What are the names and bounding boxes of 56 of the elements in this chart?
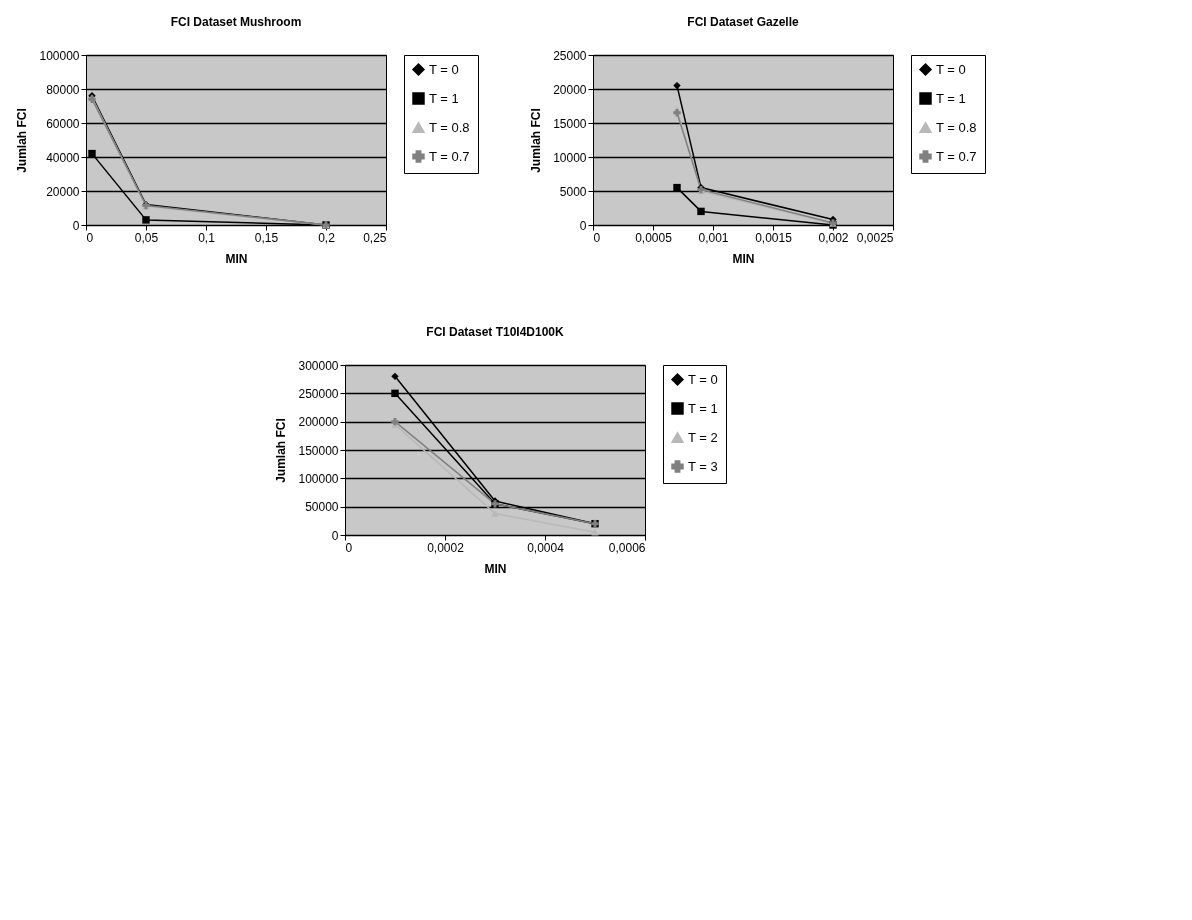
x-tick-label: 0	[593, 230, 601, 245]
y-tick-label: 20000	[46, 184, 80, 199]
y-tick-label: 25000	[553, 48, 587, 63]
y-tick-label: 100000	[298, 471, 339, 486]
x-tick-label: 0,1	[198, 230, 216, 245]
x-tick-label: 0,0005	[635, 230, 673, 245]
x-tick-label: 0,0004	[527, 540, 565, 555]
x-tick-label: 0,0002	[427, 540, 465, 555]
y-tick-label: 20000	[553, 82, 587, 97]
legend-label: T = 0	[688, 371, 718, 387]
x-tick-label: 0	[86, 230, 94, 245]
chart-title: FCI Dataset Gazelle	[687, 15, 800, 29]
legend-label: T = 0.7	[429, 148, 470, 164]
x-axis-title: MIN	[225, 251, 248, 266]
y-axis-title: Jumlah FCI	[274, 418, 289, 483]
x-tick-label: 0,002	[818, 230, 849, 245]
y-tick-label: 80000	[46, 82, 80, 97]
legend-label: T = 0.8	[429, 119, 470, 135]
legend-label: T = 2	[688, 429, 718, 445]
x-tick-label: 0,15	[254, 230, 279, 245]
x-axis-title: MIN	[732, 251, 755, 266]
x-axis-title: MIN	[484, 561, 507, 576]
legend-label: T = 1	[429, 90, 459, 106]
y-tick-label: 40000	[46, 150, 80, 165]
y-tick-label: 200000	[298, 415, 339, 430]
x-tick-label: 0,0006	[608, 540, 646, 555]
y-tick-label: 10000	[553, 150, 587, 165]
y-tick-label: 5000	[559, 184, 587, 199]
y-tick-label: 0	[72, 218, 80, 233]
x-tick-label: 0,2	[318, 230, 336, 245]
chart-title: FCI Dataset Mushroom	[170, 15, 302, 29]
legend-label: T = 1	[936, 90, 966, 106]
legend-label: T = 0.7	[936, 148, 977, 164]
y-tick-label: 0	[331, 528, 339, 543]
y-tick-label: 0	[579, 218, 587, 233]
y-tick-label: 60000	[46, 116, 80, 131]
legend-label: T = 1	[688, 400, 718, 416]
x-tick-label: 0,0015	[755, 230, 793, 245]
legend-label: T = 0.8	[936, 119, 977, 135]
y-tick-label: 50000	[305, 500, 339, 515]
y-tick-label: 250000	[298, 386, 339, 401]
x-tick-label: 0,001	[698, 230, 729, 245]
x-tick-label: 0,25	[363, 230, 387, 245]
legend-label: T = 0	[936, 61, 966, 77]
y-tick-label: 150000	[298, 443, 339, 458]
chart-title: FCI Dataset T10I4D100K	[426, 325, 565, 339]
x-tick-label: 0,0025	[856, 230, 894, 245]
x-tick-label: 0,05	[134, 230, 159, 245]
y-tick-label: 300000	[298, 358, 339, 373]
y-axis-title: Jumlah FCI	[15, 108, 30, 173]
legend-label: T = 3	[688, 458, 718, 474]
y-axis-title: Jumlah FCI	[529, 108, 544, 173]
legend-label: T = 0	[429, 61, 459, 77]
y-tick-label: 15000	[553, 116, 587, 131]
x-tick-label: 0	[345, 540, 353, 555]
y-tick-label: 100000	[39, 48, 80, 63]
